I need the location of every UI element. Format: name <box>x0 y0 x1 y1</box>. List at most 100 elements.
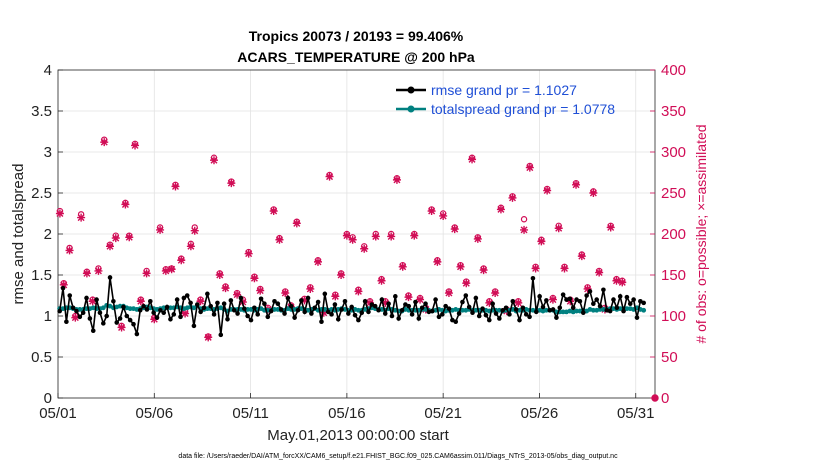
rmse-point <box>90 328 96 334</box>
spread-point <box>641 307 647 313</box>
rmse-point <box>265 314 271 320</box>
rmse-point <box>309 311 314 316</box>
rmse-point <box>188 300 193 306</box>
obs-assimilated-marker <box>204 333 213 342</box>
spread-point <box>597 307 603 312</box>
obs-assimilated-marker <box>215 271 224 279</box>
obs-assimilated-marker <box>496 205 505 214</box>
rmse-point <box>466 304 472 310</box>
rmse-point <box>235 311 240 316</box>
rmse-point <box>282 311 287 316</box>
obs-assimilated-marker <box>161 266 170 275</box>
rmse-point <box>208 303 214 309</box>
obs-assimilated-marker <box>156 225 165 234</box>
rmse-point <box>74 308 79 314</box>
y-tick-label: 3 <box>44 144 52 161</box>
rmse-point <box>168 316 173 322</box>
rmse-point <box>315 299 321 305</box>
obs-assimilated-marker <box>117 323 126 332</box>
rmse-point <box>299 298 304 303</box>
rmse-point <box>429 308 435 314</box>
obs-assimilated-marker <box>244 249 253 258</box>
rmse-point <box>507 312 512 317</box>
obs-assimilated-marker <box>543 186 552 195</box>
obs-assimilated-marker <box>595 268 604 277</box>
rmse-point <box>533 309 539 315</box>
obs-assimilated-marker <box>136 297 145 306</box>
obs-possible-marker <box>520 216 528 223</box>
spread-point <box>473 307 479 313</box>
obs-assimilated-marker <box>88 297 97 306</box>
footer-data-file: data file: /Users/raeder/DAI/ATM_forcXX/… <box>178 453 618 460</box>
obs-assimilated-marker <box>554 224 563 233</box>
obs-assimilated-marker <box>269 207 278 216</box>
rmse-point <box>255 312 261 317</box>
obs-assimilated-marker <box>65 246 74 255</box>
rmse-point <box>580 310 586 316</box>
rmse-point <box>614 305 620 311</box>
rmse-point <box>194 302 200 307</box>
y-tick-label: 1 <box>44 308 52 325</box>
obs-assimilated-marker <box>473 234 482 243</box>
rmse-point <box>325 309 331 315</box>
legend-rmse-label: rmse grand pr = 1.1027 <box>431 82 577 98</box>
rmse-point <box>97 310 103 316</box>
obs-assimilated-marker <box>331 292 340 301</box>
x-tick-label: 05/01 <box>39 405 77 422</box>
rmse-point <box>567 296 573 302</box>
rmse-point <box>121 304 126 310</box>
series-layer <box>57 275 647 338</box>
chart-title: Tropics 20073 / 20193 = 99.406% <box>249 28 464 44</box>
y2-tick-label: 400 <box>661 62 686 79</box>
obs-assimilated-marker <box>479 266 488 275</box>
rmse-point <box>211 312 217 317</box>
obs-assimilated-marker <box>531 264 540 273</box>
rmse-point <box>440 312 445 317</box>
y2-tick-label: 350 <box>661 103 686 120</box>
rmse-point <box>584 293 589 298</box>
x-tick-label: 05/26 <box>521 405 559 422</box>
obs-assimilated-marker <box>525 163 534 172</box>
obs-assimilated-marker <box>381 298 390 307</box>
obs-assimilated-marker <box>94 266 103 275</box>
rmse-point <box>198 309 203 315</box>
rmse-point <box>530 275 536 281</box>
rmse-point <box>362 298 368 304</box>
rmse-point <box>201 305 207 311</box>
rmse-point <box>641 300 646 306</box>
obs-assimilated-marker <box>392 175 401 184</box>
rmse-point <box>517 317 522 323</box>
obs-assimilated-marker <box>142 269 151 278</box>
rmse-point <box>460 299 465 305</box>
obs-assimilated-marker <box>342 231 351 240</box>
rmse-point <box>158 307 163 313</box>
rmse-point <box>137 307 143 313</box>
rmse-point <box>621 308 626 314</box>
rmse-point <box>503 305 509 311</box>
obs-assimilated-marker <box>618 278 627 287</box>
rmse-point <box>557 305 563 311</box>
rmse-point <box>493 311 499 316</box>
x-tick-label: 05/06 <box>136 405 174 422</box>
rmse-point <box>393 294 398 299</box>
x-axis-label: May.01,2013 00:00:00 start <box>267 427 449 444</box>
rmse-point <box>57 308 62 314</box>
rmse-point <box>376 307 381 313</box>
rmse-point <box>366 309 371 315</box>
rmse-point <box>305 295 311 301</box>
rmse-point <box>151 310 156 316</box>
x-tick-label: 05/16 <box>328 405 366 422</box>
rmse-point <box>631 297 636 302</box>
rmse-point <box>322 291 328 297</box>
rmse-point <box>386 301 391 307</box>
rmse-point <box>77 314 83 320</box>
obs-assimilated-marker <box>387 232 396 241</box>
obs-assimilated-marker <box>520 225 529 234</box>
rmse-point <box>339 307 344 312</box>
rmse-point <box>268 308 274 314</box>
rmse-point <box>218 332 224 338</box>
obs-assimilated-marker <box>105 242 114 251</box>
obs-assimilated-marker <box>121 200 130 209</box>
rmse-point <box>161 310 167 316</box>
rmse-point <box>241 306 247 311</box>
